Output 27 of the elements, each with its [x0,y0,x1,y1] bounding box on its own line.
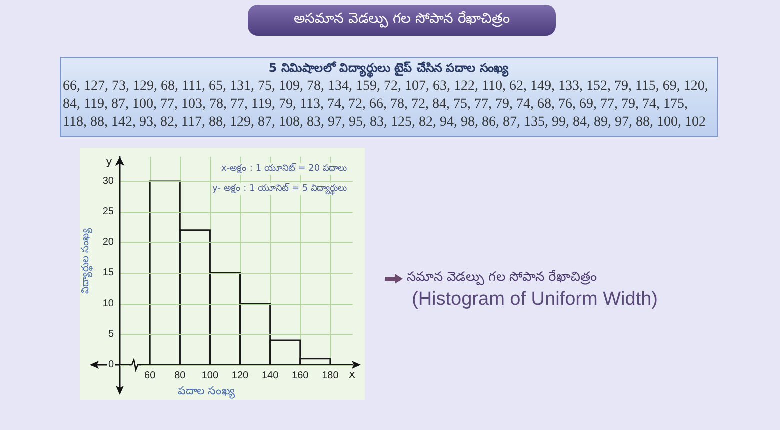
text: 118, 88, 142, 93, 82, 117, 88, 129, 87, 108, 83, 97, 95, 83, 125, 82, 94, 98, 86, 87, 135, 99, 84, 89, 97, 88, 100, 102 [62,114,707,132]
x-tick-label: 180 [322,370,340,382]
text: సమాన వెడల్పు గల సోపాన రేఖాచిత్రం [407,270,598,287]
x-tick-label: 60 [144,370,156,382]
x-tick-label: 140 [262,370,280,382]
text: y [106,155,113,168]
text: (Histogram of Uniform Width) [412,289,658,311]
text: అసమాన వెడల్పు గల సోపాన రేఖాచిత్రం [248,5,556,36]
y-tick-label: 25 [102,206,114,218]
y-tick-label: 0 [108,360,114,370]
text: x [349,368,356,381]
y-tick-label: 5 [108,328,114,340]
text: 5 నిమిషాలలో విద్యార్థులు టైప్ చేసిన పదాల సంఖ్య [268,61,510,78]
text: 84, 119, 87, 100, 77, 103, 78, 77, 119, 79, 113, 74, 72, 66, 78, 72, 84, 75, 77, 79, 74, 68, 76, 69, 77, 79, 74, 175, [62,96,689,114]
y-tick-label: 10 [102,298,114,310]
annotation: x-అక్షం : 1 యూనిట్ = 20 పదాలు [220,163,349,175]
y-axis-title: విద్యార్థుల సంఖ్య [80,228,94,294]
x-tick-label: 100 [202,370,219,382]
x-tick-label: 120 [232,370,250,382]
x-tick-label: 160 [292,370,310,382]
x-tick-label: 80 [174,370,186,382]
y-tick-label: 15 [102,268,114,279]
y-tick-label: 30 [102,176,114,187]
annotation: y- అక్షం : 1 యూనిట్ = 5 విద్యార్థులు [210,183,349,195]
text: 66, 127, 73, 129, 68, 111, 65, 131, 75, 109, 78, 134, 159, 72, 107, 63, 122, 110, 62, 149, 133, 152, 79, 115, 69, 120, [62,78,710,96]
y-tick-label: 20 [102,237,114,248]
x-axis-title: పదాల సంఖ్య [178,386,236,400]
